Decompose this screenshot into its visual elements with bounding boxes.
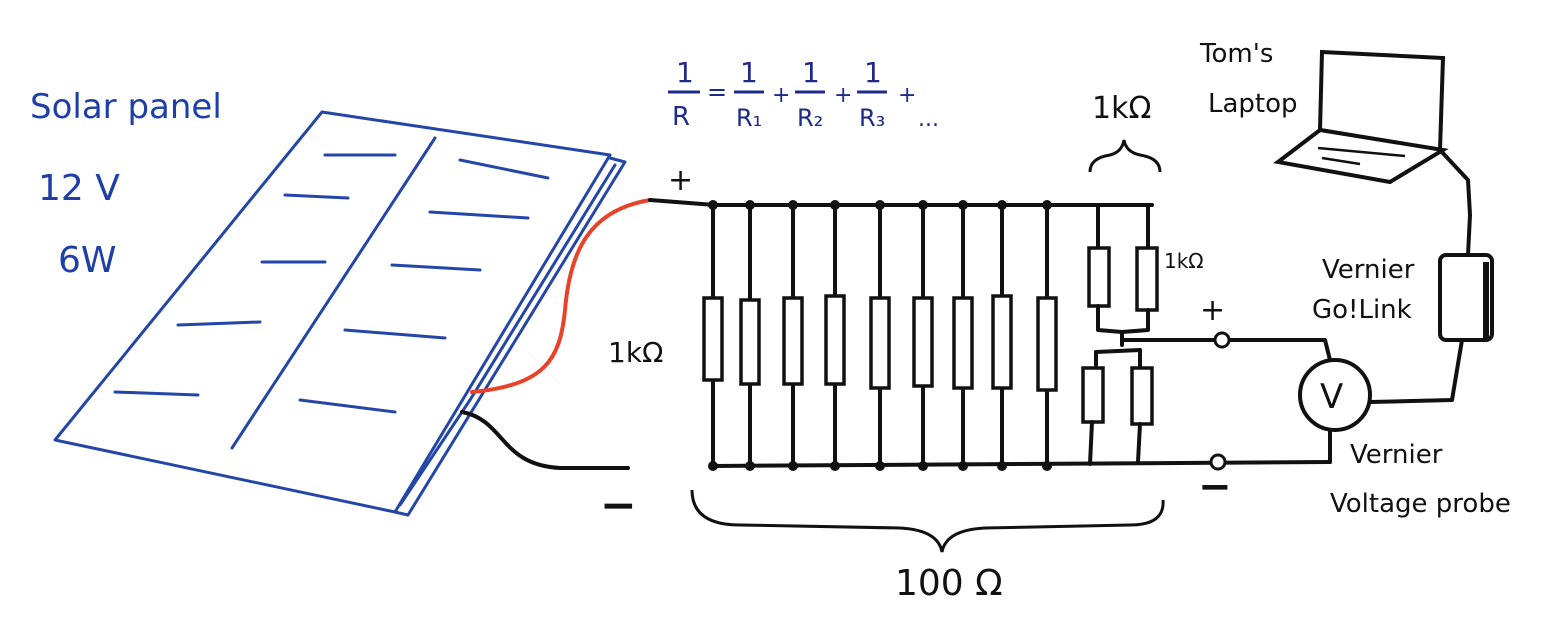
positive-wire [470,198,652,394]
junction-dot [830,461,840,471]
negative-wire [460,410,630,470]
bottom-right-resistor [1130,366,1154,426]
junction-dot [997,461,1007,471]
formula-plus-1: + [772,83,790,108]
formula-term-2-denominator: R₂ [797,104,823,132]
parallel-resistor [1036,296,1058,392]
junction-dot [708,200,718,210]
resistor-value-label: 1kΩ [608,336,663,369]
formula-equals: = [707,78,727,106]
top-left-resistor [1087,246,1111,308]
total-brace [690,489,1165,553]
positive-terminal [1213,331,1231,349]
parallel-resistor [782,296,804,386]
junction-dot [788,200,798,210]
laptop-label-line2: Laptop [1208,89,1298,119]
voltage-probe-label-line2: Voltage probe [1330,489,1511,519]
minus-right-label: − [1198,464,1232,510]
junction-dot [830,200,840,210]
junction-dot [918,200,928,210]
formula-ellipsis: ... [918,107,939,132]
parallel-resistor [952,296,974,390]
plus-right-label: + [1200,293,1225,328]
voltmeter-circle [1298,358,1372,432]
formula-term-3-denominator: R₃ [859,104,885,132]
golink-label-line2: Go!Link [1312,295,1412,325]
parallel-resistor [824,294,846,386]
parallel-resistor [912,296,934,388]
parallel-resistor [739,298,761,386]
voltage-probe-label-line1: Vernier [1350,440,1443,470]
laptop: Tom's Laptop [1199,39,1449,185]
junction-dot [788,461,798,471]
junction-dot [997,200,1007,210]
voltmeter-symbol: V [1320,377,1343,417]
golink-interface: Vernier Go!Link [1312,148,1494,342]
total-resistance-label: 100 Ω [895,563,1003,604]
parallel-resistor [991,294,1013,390]
parallel-resistor [702,296,724,382]
junction-dot [708,461,718,471]
laptop-label-line1: Tom's [1199,39,1273,69]
junction-dot [745,200,755,210]
negative-terminal [1209,453,1227,471]
junction-dot [1042,461,1052,471]
laptop-keyboard [1273,127,1449,185]
formula-plus-2: + [834,83,852,108]
solar-panel-label: Solar panel [30,87,222,127]
formula-term-3-numerator: 1 [864,56,882,89]
small-resistor-label: 1kΩ [1164,249,1204,273]
bottom-left-resistor [1081,366,1105,424]
minus-left-label: − [600,480,637,531]
top-group-label: 1kΩ [1092,91,1151,126]
solar-panel-voltage: 12 V [38,168,120,209]
formula-term-2-numerator: 1 [802,56,820,89]
solar-panel-power: 6W [58,240,117,281]
voltmeter: V Vernier Voltage probe [1228,338,1511,519]
formula-lhs-denominator: R [672,102,690,132]
plus-left-label: + [668,163,693,198]
formula-plus-3: + [898,83,916,108]
junction-dot [745,461,755,471]
golink-label-line1: Vernier [1322,255,1415,285]
junction-dot [958,200,968,210]
junction-dot [875,200,885,210]
junction-dot [1042,200,1052,210]
parallel-resistor [869,296,891,390]
junction-dot [918,461,928,471]
junction-dot [875,461,885,471]
formula-term-1-numerator: 1 [740,56,758,89]
solar-panel-drawing [53,110,627,517]
top-right-resistor [1135,246,1159,312]
formula-term-1-denominator: R₁ [736,104,762,132]
parallel-resistance-formula: 1 R = 1 R₁ + 1 R₂ + 1 R₃ + ... [668,56,939,132]
junction-dot [958,461,968,471]
formula-lhs-numerator: 1 [676,56,694,89]
resistor-network: 1kΩ 1kΩ 1kΩ + − 100 Ω [608,91,1332,604]
positive-lead [648,198,717,207]
top-group-brace [1088,139,1162,173]
bottom-rail [710,460,1332,468]
